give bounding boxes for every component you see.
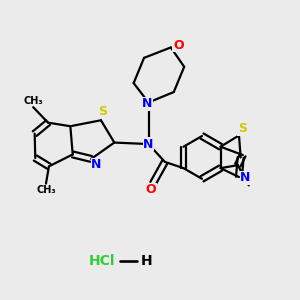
- Text: CH₃: CH₃: [36, 185, 56, 195]
- Text: O: O: [145, 183, 156, 196]
- Text: CH₃: CH₃: [23, 96, 43, 106]
- Text: O: O: [173, 39, 184, 52]
- Text: N: N: [142, 98, 152, 110]
- Text: HCl: HCl: [89, 254, 116, 268]
- Text: N: N: [143, 138, 154, 151]
- Text: H: H: [141, 254, 152, 268]
- Text: N: N: [91, 158, 102, 171]
- Text: S: S: [238, 122, 247, 135]
- Text: S: S: [98, 106, 107, 118]
- Text: N: N: [240, 171, 251, 184]
